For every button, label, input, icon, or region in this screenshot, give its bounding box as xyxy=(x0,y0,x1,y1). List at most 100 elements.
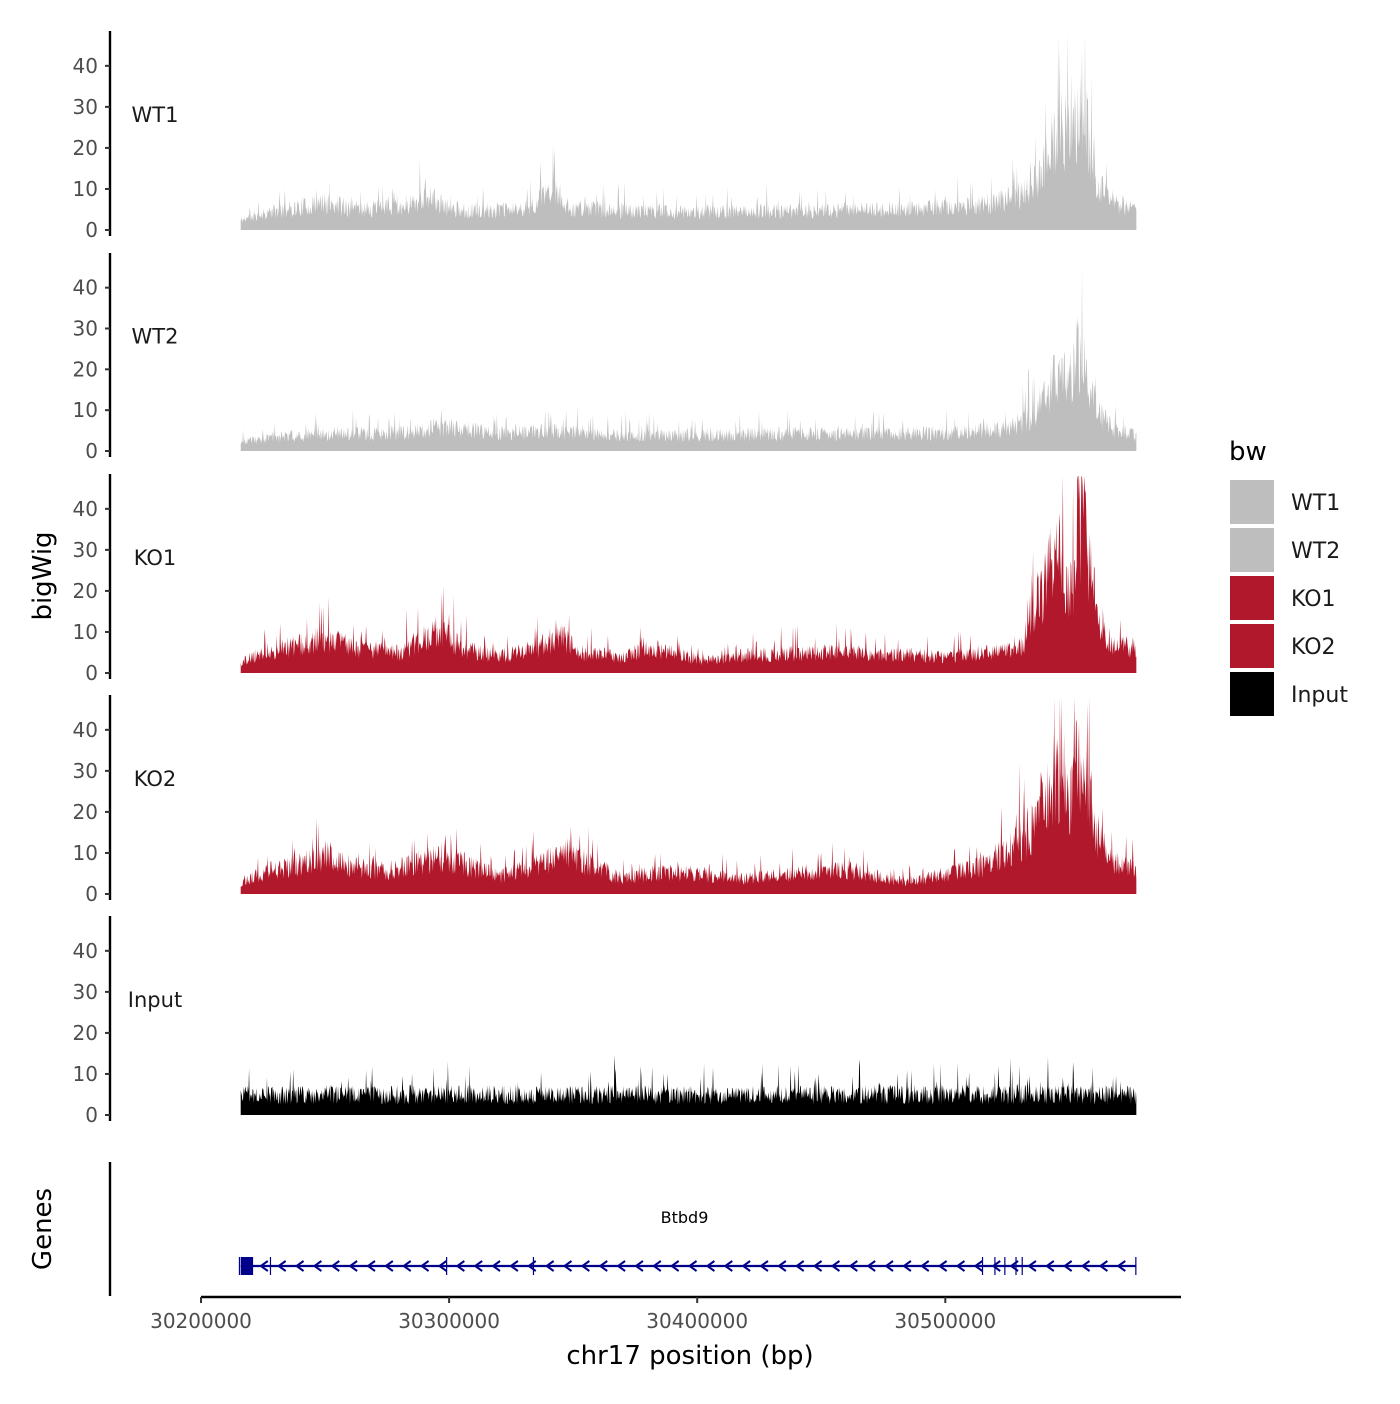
y-tick-label: 10 xyxy=(73,177,98,201)
legend-item-ko1: KO1 xyxy=(1230,576,1336,620)
legend-label: WT1 xyxy=(1291,491,1340,516)
x-axis: 30200000 30300000 30400000 30500000 xyxy=(150,1295,1181,1333)
signal-area-wt1 xyxy=(240,33,1137,230)
strand-arrow xyxy=(991,1260,1001,1272)
strand-arrow xyxy=(437,1260,448,1272)
y-tick-label: 40 xyxy=(73,939,98,963)
track-label: WT2 xyxy=(132,325,179,349)
legend-item-ko2: KO2 xyxy=(1230,624,1336,668)
signal-area-ko1 xyxy=(240,476,1137,673)
legend-label: KO1 xyxy=(1291,587,1336,612)
strand-arrow xyxy=(955,1260,966,1272)
x-tick-label: 30500000 xyxy=(894,1309,996,1333)
strand-arrow xyxy=(777,1260,787,1272)
y-tick-label: 10 xyxy=(73,620,98,644)
track-label: WT1 xyxy=(132,103,179,127)
track-wt1: 0 10 20 30 40 WT1 xyxy=(73,31,1137,242)
y-tick-label: 10 xyxy=(73,841,98,865)
y-tick-label: 40 xyxy=(73,54,98,78)
gene-name-label: Btbd9 xyxy=(661,1208,709,1227)
track-wt2: 0 10 20 30 40 WT2 xyxy=(73,253,1137,463)
x-tick-label: 30400000 xyxy=(646,1309,748,1333)
genes-axis-title: Genes xyxy=(28,1188,58,1270)
track-label: KO2 xyxy=(134,767,177,791)
legend-swatch xyxy=(1230,528,1274,572)
strand-arrow xyxy=(866,1260,876,1272)
strand-arrow xyxy=(455,1260,465,1272)
strand-arrow xyxy=(634,1260,644,1272)
strand-arrow xyxy=(794,1260,805,1272)
strand-arrow xyxy=(920,1260,930,1272)
strand-arrow xyxy=(491,1260,501,1272)
y-tick-label: 0 xyxy=(85,661,98,685)
strand-arrow xyxy=(830,1260,841,1272)
strand-arrow xyxy=(705,1260,715,1272)
y-tick-label: 20 xyxy=(73,136,98,160)
strand-arrow xyxy=(723,1260,733,1272)
legend-swatch xyxy=(1230,624,1274,668)
y-tick-label: 40 xyxy=(73,497,98,521)
strand-arrow xyxy=(419,1260,430,1272)
strand-arrow xyxy=(473,1260,483,1272)
strand-arrow xyxy=(598,1260,608,1272)
legend-swatch xyxy=(1230,576,1274,620)
strand-arrow xyxy=(741,1260,751,1272)
legend-title: bw xyxy=(1229,437,1267,467)
legend-item-wt1: WT1 xyxy=(1230,480,1340,524)
y-tick-label: 0 xyxy=(85,439,98,463)
y-tick-label: 30 xyxy=(73,317,98,341)
strand-arrow xyxy=(937,1260,948,1272)
x-tick-label: 30300000 xyxy=(398,1309,500,1333)
strand-arrow xyxy=(812,1260,823,1272)
y-tick-label: 40 xyxy=(73,276,98,300)
strand-arrow xyxy=(1009,1260,1019,1272)
y-tick-label: 20 xyxy=(73,800,98,824)
strand-arrow xyxy=(276,1260,287,1272)
strand-arrow xyxy=(312,1260,322,1272)
strand-arrow xyxy=(848,1260,858,1272)
y-axis-title: bigWig xyxy=(28,531,58,620)
genes-panel: Btbd9 xyxy=(108,1162,1137,1296)
y-tick-label: 30 xyxy=(73,980,98,1004)
strand-arrow xyxy=(402,1260,412,1272)
signal-area-input xyxy=(240,1054,1137,1115)
strand-arrow xyxy=(973,1260,983,1272)
gene-exon-block xyxy=(240,1257,254,1275)
legend-item-wt2: WT2 xyxy=(1230,528,1340,572)
y-tick-label: 0 xyxy=(85,882,98,906)
track-input: 0 10 20 30 40 Input xyxy=(73,916,1137,1127)
track-ko1: 0 10 20 30 40 KO1 xyxy=(73,474,1137,685)
strand-arrow xyxy=(1045,1260,1055,1272)
y-tick-label: 30 xyxy=(73,538,98,562)
y-tick-label: 20 xyxy=(73,357,98,381)
strand-arrow xyxy=(1080,1260,1091,1272)
y-tick-label: 40 xyxy=(73,718,98,742)
legend-swatch xyxy=(1230,480,1274,524)
strand-arrow xyxy=(687,1260,698,1272)
x-axis-title: chr17 position (bp) xyxy=(566,1341,813,1371)
strand-arrow xyxy=(294,1260,305,1272)
strand-arrow xyxy=(509,1260,519,1272)
y-tick-label: 10 xyxy=(73,398,98,422)
tracks-layer: 0 10 20 30 40 WT1 0 10 20 30 40 WT2 0 10 20 30 40 KO1 0 10 2… xyxy=(73,31,1137,1127)
legend: bw WT1 WT2 KO1 KO2 Input xyxy=(1229,437,1348,716)
y-tick-label: 10 xyxy=(73,1062,98,1086)
legend-label: Input xyxy=(1291,683,1348,708)
strand-arrow xyxy=(1062,1260,1073,1272)
y-tick-label: 0 xyxy=(85,218,98,242)
y-tick-label: 20 xyxy=(73,1021,98,1045)
strand-arrow xyxy=(1027,1260,1037,1272)
y-tick-label: 30 xyxy=(73,759,98,783)
strand-arrow xyxy=(580,1260,590,1272)
strand-arrow xyxy=(902,1260,912,1272)
strand-arrow xyxy=(669,1260,680,1272)
strand-arrow xyxy=(884,1260,894,1272)
strand-arrow xyxy=(652,1260,662,1272)
strand-arrow xyxy=(330,1260,340,1272)
y-tick-label: 20 xyxy=(73,579,98,603)
y-tick-label: 0 xyxy=(85,1103,98,1127)
strand-arrow xyxy=(1116,1260,1126,1272)
strand-arrow xyxy=(348,1260,358,1272)
